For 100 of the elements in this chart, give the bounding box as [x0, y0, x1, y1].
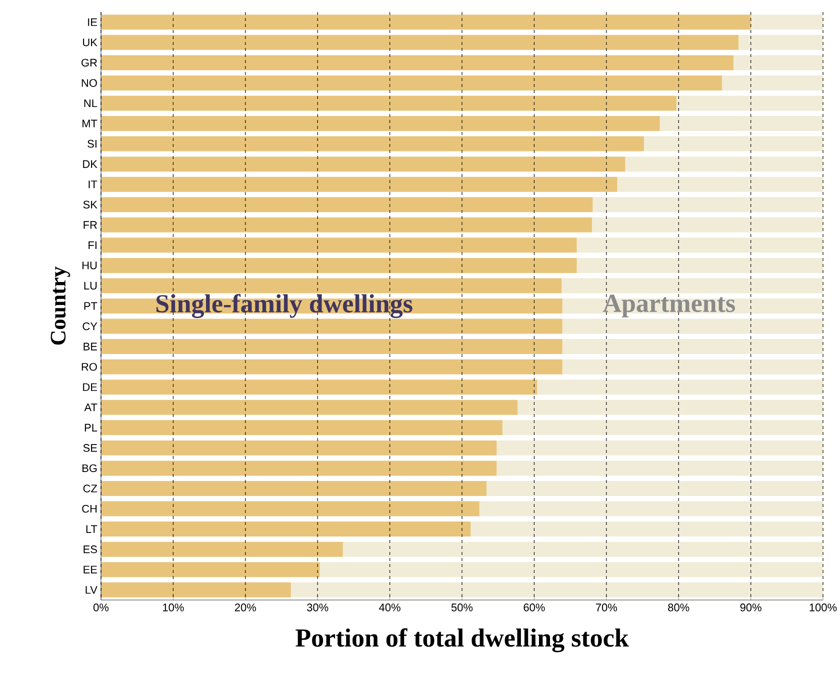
- y-tick-label: HU: [82, 262, 97, 270]
- y-tick-label: NO: [82, 79, 97, 87]
- bar: [101, 176, 618, 192]
- bar: [101, 542, 343, 557]
- bar: [320, 562, 824, 578]
- bar: [470, 522, 824, 537]
- bar: [101, 14, 751, 30]
- y-tick-label: EE: [84, 566, 97, 574]
- y-tick-label: FI: [88, 241, 96, 249]
- bar: [562, 318, 824, 334]
- bar: [101, 217, 592, 232]
- bar: [644, 136, 824, 152]
- bar: [625, 156, 824, 172]
- y-axis-title: Country: [50, 266, 70, 345]
- bar: [576, 258, 824, 273]
- bar: [101, 440, 497, 456]
- y-tick-label: BE: [84, 342, 97, 350]
- y-tick-label: FR: [84, 221, 97, 229]
- bar: [750, 14, 824, 30]
- y-tick-label: CH: [82, 504, 97, 513]
- x-tick-label: 100%: [810, 604, 837, 612]
- bar: [101, 501, 480, 516]
- x-tick-label: 40%: [379, 604, 400, 612]
- y-tick-label: DK: [83, 160, 98, 168]
- x-tick-label: 70%: [596, 604, 618, 612]
- y-tick-label: ES: [84, 545, 97, 554]
- y-tick-label: NL: [84, 99, 98, 108]
- bar: [592, 197, 824, 212]
- x-tick-label: 10%: [163, 604, 184, 612]
- bar: [290, 582, 824, 598]
- y-tick-label: BG: [82, 464, 97, 472]
- bar: [101, 318, 562, 334]
- bar: [101, 359, 562, 374]
- bar: [101, 582, 291, 598]
- bar: [722, 75, 824, 90]
- bar: [101, 562, 320, 578]
- bar: [479, 501, 824, 516]
- x-tick-label: 80%: [668, 604, 690, 612]
- y-tick-label: PL: [84, 424, 98, 432]
- bar: [733, 55, 824, 70]
- y-tick-label: CZ: [83, 484, 98, 492]
- bar: [676, 96, 824, 111]
- bar: [101, 75, 722, 90]
- bar: [592, 217, 824, 232]
- bar: [101, 339, 562, 354]
- bar: [502, 420, 824, 436]
- x-tick-label: 30%: [307, 604, 328, 612]
- bar: [101, 197, 593, 212]
- y-tick-label: LV: [86, 586, 98, 594]
- y-tick-label: SE: [83, 444, 97, 452]
- bar: [101, 420, 502, 436]
- bar: [562, 359, 824, 374]
- x-tick-label: 90%: [740, 604, 762, 612]
- bar: [496, 460, 824, 476]
- y-tick-label: UK: [83, 38, 98, 46]
- bar: [101, 238, 577, 253]
- y-tick-label: LT: [86, 525, 98, 533]
- bar: [342, 542, 824, 557]
- bar: [101, 460, 497, 476]
- bar: [496, 440, 824, 456]
- x-tick-label: 60%: [524, 604, 545, 612]
- bar: [101, 136, 644, 152]
- bar: [101, 400, 518, 415]
- bar: [101, 96, 676, 111]
- bar: [101, 116, 660, 132]
- y-tick-label: MT: [82, 120, 98, 128]
- bar: [486, 480, 824, 496]
- x-tick-label: 0%: [93, 604, 109, 612]
- y-tick-label: AT: [84, 404, 98, 412]
- bar: [660, 116, 824, 132]
- bar: [101, 156, 626, 172]
- bar: [738, 34, 824, 50]
- y-tick-label: SI: [88, 140, 96, 148]
- bar: [101, 380, 538, 395]
- y-tick-label: IE: [88, 18, 97, 26]
- y-tick-label: CY: [82, 322, 98, 330]
- y-tick-label: GR: [82, 58, 97, 67]
- series-label: Apartments: [602, 294, 735, 318]
- x-tick-label: 20%: [234, 604, 256, 612]
- bar: [518, 400, 824, 415]
- bar: [101, 480, 487, 496]
- y-tick-label: IT: [88, 180, 98, 188]
- bar: [562, 278, 824, 294]
- bar: [617, 176, 824, 192]
- bar: [101, 34, 739, 50]
- series-label: Single-family dwellings: [156, 294, 412, 318]
- bar: [101, 55, 734, 70]
- bar: [562, 339, 824, 354]
- y-tick-label: DE: [83, 383, 97, 391]
- bar: [101, 278, 562, 294]
- x-axis-title: Portion of total dwelling stock: [296, 628, 629, 652]
- bar: [576, 238, 824, 253]
- bar: [101, 258, 577, 273]
- bar: [101, 522, 471, 537]
- y-tick-label: LU: [84, 282, 97, 290]
- bar: [537, 380, 824, 395]
- y-tick-label: SK: [83, 200, 98, 209]
- x-tick-label: 50%: [451, 604, 473, 612]
- y-tick-label: RO: [82, 362, 97, 371]
- y-tick-label: PT: [84, 302, 98, 310]
